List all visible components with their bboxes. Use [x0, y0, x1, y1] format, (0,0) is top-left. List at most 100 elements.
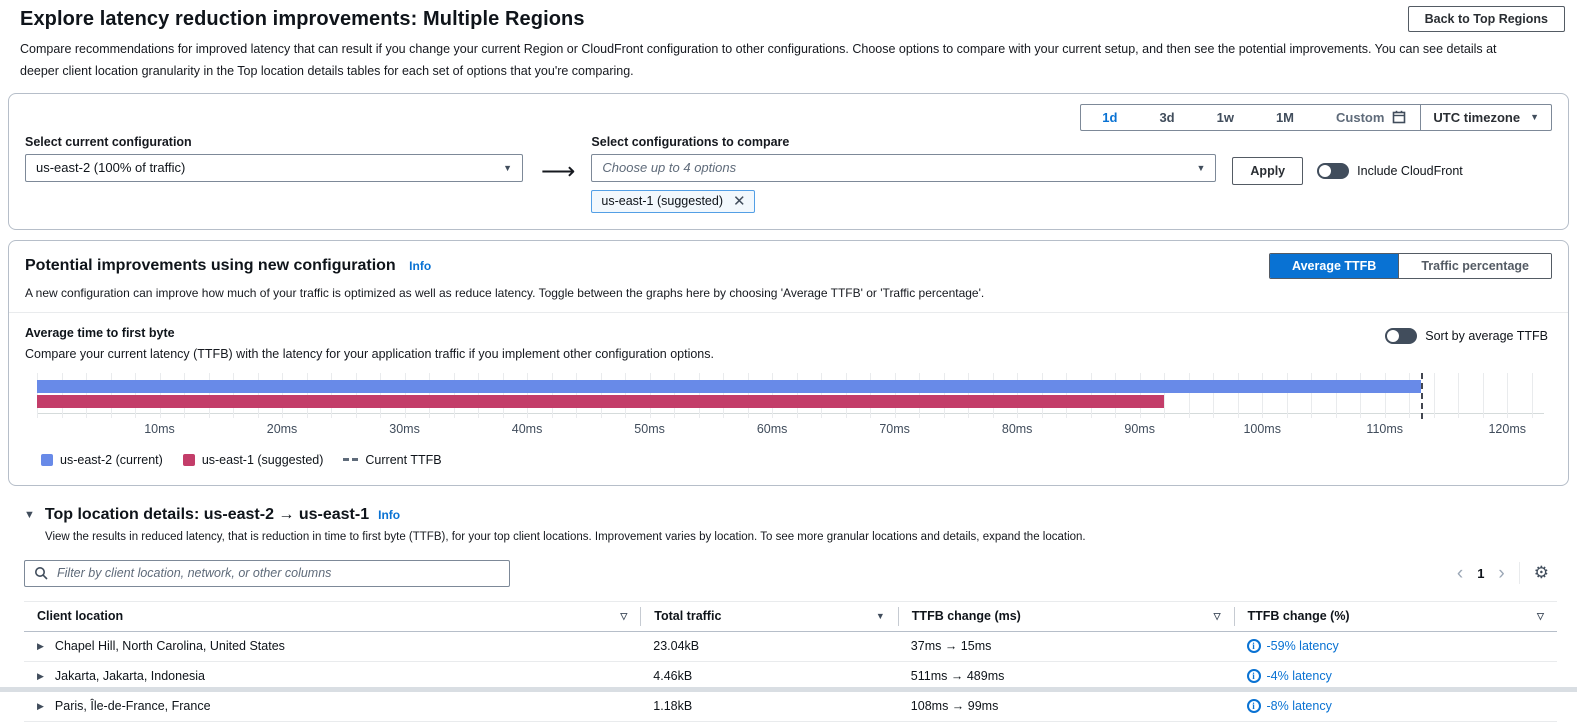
collapse-triangle-icon[interactable]: ▼	[24, 508, 35, 521]
view-button-traffic-percentage[interactable]: Traffic percentage	[1398, 253, 1551, 278]
latency-change-badge[interactable]: i -59% latency	[1246, 639, 1339, 654]
token-label: us-east-1 (suggested)	[601, 194, 723, 209]
axis-tick-label: 120ms	[1488, 421, 1526, 436]
column-header-label: Client location	[37, 609, 124, 624]
gridline	[1360, 372, 1362, 418]
close-icon[interactable]: ✕	[733, 192, 746, 210]
current-config-value: us-east-2 (100% of traffic)	[36, 160, 186, 176]
gridline	[1188, 372, 1190, 418]
sort-descending-icon[interactable]: ▼	[875, 611, 885, 622]
filter-icon[interactable]: ▽	[620, 610, 628, 621]
filter-input-box	[24, 559, 510, 587]
chevron-down-icon: ▼	[503, 162, 512, 173]
dashed-line-icon	[343, 458, 359, 462]
include-cloudfront-toggle[interactable]	[1317, 162, 1350, 179]
info-icon[interactable]: i	[1246, 669, 1261, 684]
bar-us-east-2-current-	[37, 379, 1422, 393]
next-page-icon[interactable]: ›	[1498, 562, 1505, 584]
axis-tick-label: 10ms	[144, 421, 175, 436]
include-cloudfront-label: Include CloudFront	[1357, 163, 1463, 178]
chart-description: Compare your current latency (TTFB) with…	[25, 346, 714, 361]
axis-tick-label: 90ms	[1124, 421, 1155, 436]
latency-change-badge[interactable]: i -8% latency	[1246, 699, 1332, 714]
previous-page-icon[interactable]: ‹	[1456, 562, 1464, 584]
ttfb-bar-chart: 10ms 20ms 30ms 40ms 50ms 60ms 70ms 80ms 90ms 100m…	[37, 372, 1544, 467]
gridline	[1384, 372, 1386, 418]
gridline	[1237, 372, 1239, 418]
gridline	[1164, 372, 1166, 418]
axis-tick-label: 60ms	[756, 421, 788, 436]
legend-item: us-east-2 (current)	[41, 453, 163, 467]
view-button-average-ttfb[interactable]: Average TTFB	[1270, 253, 1399, 278]
latency-change-text: -59% latency	[1266, 639, 1339, 654]
axis-tick-label: 110ms	[1366, 421, 1404, 436]
column-header-1[interactable]: Client location ▽	[24, 607, 640, 626]
client-location-cell: ▶ Chapel Hill, North Carolina, United Sta…	[24, 639, 640, 653]
filter-icon[interactable]: ▽	[1537, 610, 1544, 621]
expand-row-icon[interactable]: ▶	[37, 640, 44, 651]
info-link[interactable]: Info	[409, 258, 432, 273]
improvements-title: Potential improvements using new configu…	[25, 256, 396, 274]
legend-swatch	[182, 453, 195, 466]
current-ttfb-marker	[1421, 372, 1424, 419]
column-header-label: TTFB change (%)	[1247, 609, 1350, 624]
latency-change-text: -8% latency	[1266, 699, 1332, 714]
client-location-cell: ▶ Paris, Île-de-France, France	[24, 699, 640, 713]
range-button-1w[interactable]: 1w	[1216, 109, 1234, 125]
range-button-1d[interactable]: 1d	[1102, 109, 1118, 125]
gridline	[1531, 372, 1533, 418]
total-traffic-cell: 23.04kB	[653, 639, 700, 654]
gridline	[1458, 372, 1460, 418]
current-config-select[interactable]: us-east-2 (100% of traffic) ▼	[25, 153, 523, 182]
calendar-icon	[1393, 111, 1406, 124]
potential-improvements-panel: Potential improvements using new configu…	[8, 239, 1569, 486]
current-config-label: Select current configuration	[25, 134, 192, 149]
chart-legend: us-east-2 (current) us-east-1 (suggested)…	[41, 453, 1544, 467]
compare-config-label: Select configurations to compare	[591, 134, 790, 149]
legend-label: us-east-1 (suggested)	[201, 452, 324, 467]
ttfb-change-pct-cell: i -4% latency	[1234, 669, 1557, 684]
arrow-right-icon: ⟶	[541, 157, 576, 185]
latency-change-badge[interactable]: i -4% latency	[1246, 669, 1332, 684]
range-button-1M[interactable]: 1M	[1275, 109, 1295, 125]
apply-button[interactable]: Apply	[1232, 156, 1304, 185]
info-link[interactable]: Info	[378, 507, 401, 522]
legend-item: Current TTFB	[343, 453, 442, 467]
column-header-3[interactable]: TTFB change (ms) ▽	[897, 606, 1234, 626]
ttfb-change-pct-cell: i -59% latency	[1234, 639, 1557, 654]
column-header-2[interactable]: Total traffic ▼	[640, 606, 898, 626]
axis-tick-label: 100ms	[1243, 421, 1281, 436]
ttfb-change-ms-cell: 108ms → 99ms	[910, 699, 999, 714]
gear-icon[interactable]: ⚙	[1533, 563, 1549, 583]
page-number: 1	[1477, 565, 1485, 581]
compare-config-select[interactable]: Choose up to 4 options ▼	[591, 153, 1217, 182]
info-icon[interactable]: i	[1246, 699, 1261, 714]
column-header-4[interactable]: TTFB change (%) ▽	[1233, 606, 1557, 626]
page-header: Explore latency reduction improvements: …	[0, 0, 1577, 83]
gridline	[1262, 372, 1264, 418]
gridline	[1482, 372, 1484, 418]
back-to-top-regions-button[interactable]: Back to Top Regions	[1407, 6, 1565, 32]
top-locations-section: ▼ Top location details: us-east-2 → us-e…	[0, 486, 1577, 722]
compare-config-placeholder: Choose up to 4 options	[602, 160, 737, 176]
sort-by-ttfb-toggle[interactable]	[1385, 327, 1418, 344]
locations-title: Top location details: us-east-2 → us-eas…	[44, 505, 370, 523]
custom-range-button[interactable]: Custom	[1315, 105, 1420, 130]
filter-icon[interactable]: ▽	[1213, 610, 1221, 621]
gridline	[1433, 372, 1435, 418]
filter-input[interactable]	[55, 565, 500, 582]
time-range-control: 1d 3d 1w 1M Custom UTC timezone ▼	[1080, 103, 1552, 131]
locations-table: Client location ▽ Total traffic ▼ TTFB chang…	[24, 600, 1557, 722]
sort-toggle-label: Sort by average TTFB	[1425, 328, 1548, 343]
client-location-text: Chapel Hill, North Carolina, United Stat…	[54, 639, 285, 654]
expand-row-icon[interactable]: ▶	[37, 670, 44, 681]
configuration-panel: 1d 3d 1w 1M Custom UTC timezone ▼ Select cu…	[8, 92, 1569, 230]
chevron-down-icon: ▼	[1196, 162, 1206, 173]
info-icon[interactable]: i	[1246, 639, 1261, 654]
axis-tick-label: 70ms	[879, 421, 910, 436]
chevron-down-icon: ▼	[1530, 112, 1539, 123]
expand-row-icon[interactable]: ▶	[37, 700, 44, 711]
timezone-select[interactable]: UTC timezone ▼	[1420, 104, 1551, 130]
range-button-3d[interactable]: 3d	[1159, 109, 1175, 125]
legend-swatch	[41, 453, 53, 466]
